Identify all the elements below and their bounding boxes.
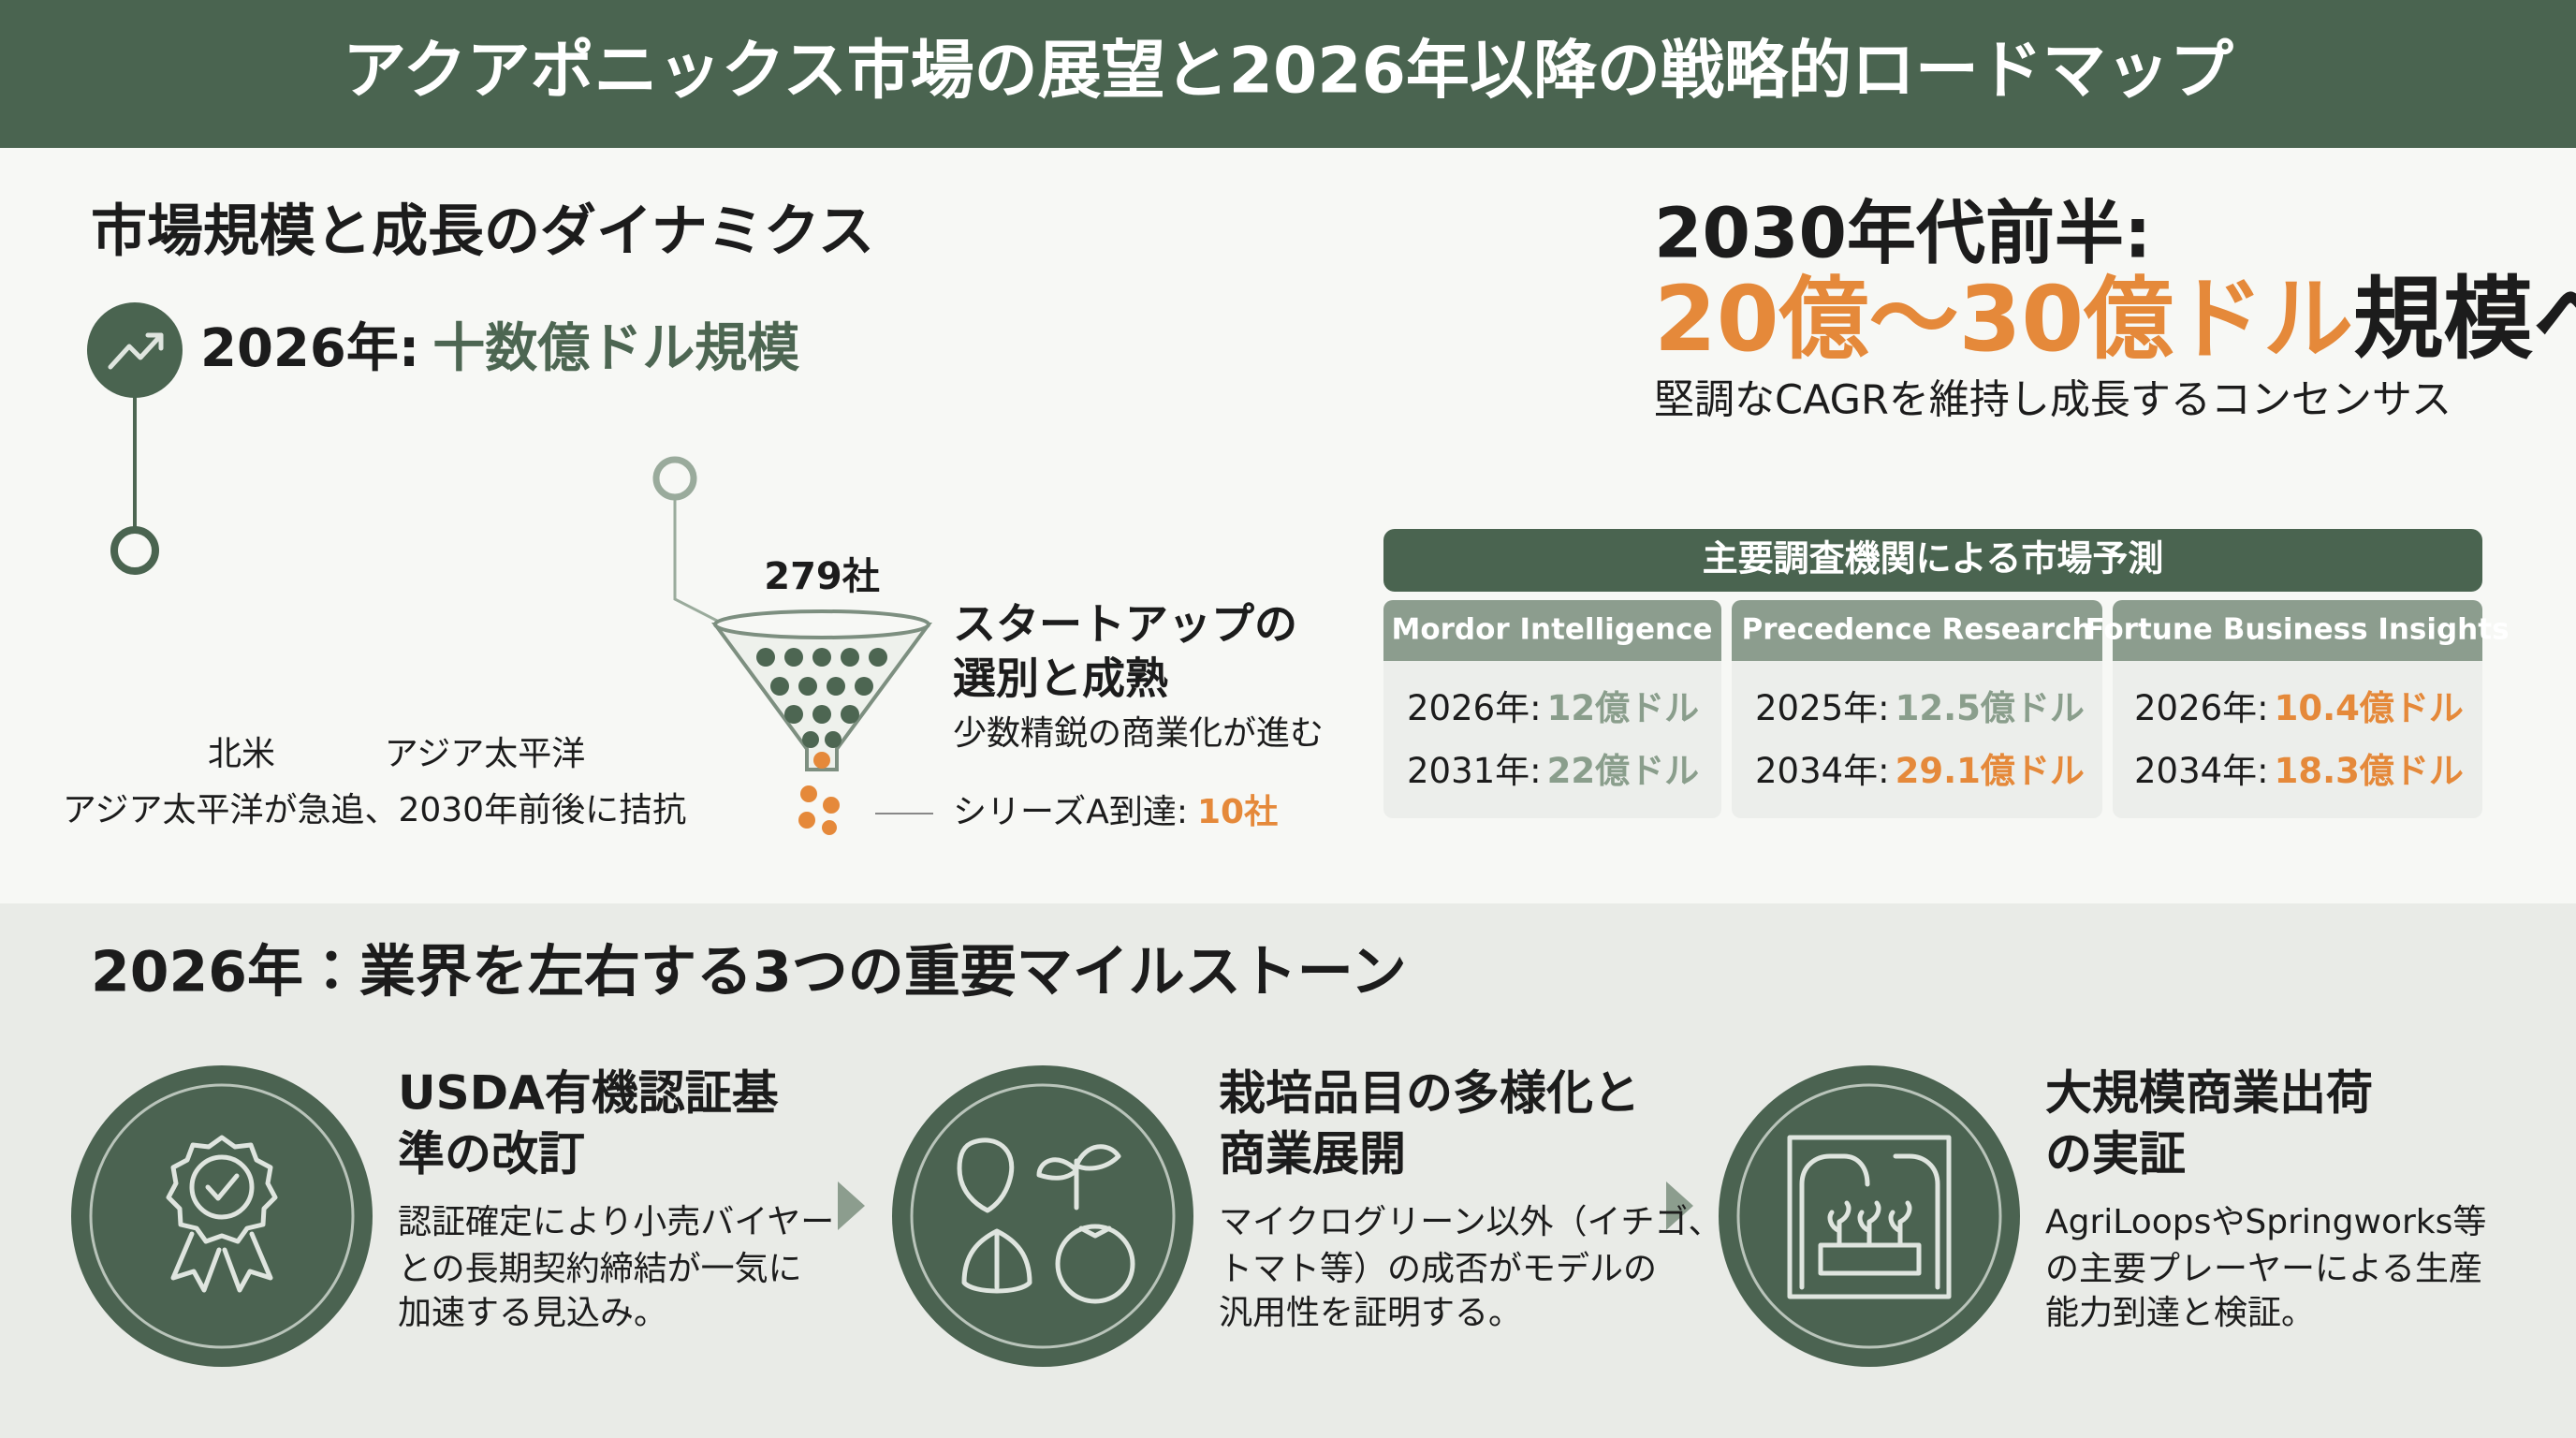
outlook-period: 2030年代前半: (1654, 194, 2152, 274)
row-value: 10.4億ドル (2275, 688, 2464, 728)
row-label: 2026年: (1407, 688, 1542, 728)
funnel-subtitle: 少数精鋭の商業化が進む (953, 714, 1324, 753)
forecast-row: 2034年: 29.1億ドル (1755, 751, 2085, 791)
milestone-title: 準の改訂 (398, 1127, 585, 1181)
timeline-node (110, 526, 159, 575)
milestone-icon (892, 1065, 1193, 1367)
forecast-row: 2034年: 18.3億ドル (2134, 751, 2464, 791)
row-label: 2031年: (1407, 751, 1542, 791)
series-a-value: 10社 (1197, 793, 1278, 831)
funnel-output (798, 752, 840, 835)
series-a: シリーズA到達: 10社 (953, 793, 1278, 831)
forecast-header (1383, 529, 2482, 592)
source-name: Fortune Business Insights (2085, 613, 2509, 647)
milestone-description: マイクログリーン以外（イチゴ、 (1219, 1203, 1721, 1241)
milestone-title: 栽培品目の多様化と (1219, 1066, 1640, 1121)
region-label: 北米 (208, 735, 275, 773)
funnel-title: スタートアップの (953, 599, 1297, 650)
trend-arrow (108, 332, 164, 370)
row-label: 2034年: (1755, 751, 1890, 791)
milestone-description: 能力到達と検証。 (2045, 1294, 2315, 1332)
market-2026: 2026年: 十数億ドル規模 (200, 318, 799, 379)
funnel-count: 279社 (764, 555, 880, 598)
milestone-icon (1719, 1065, 2020, 1367)
milestone-title: 商業展開 (1219, 1127, 1406, 1181)
forecast-card: Fortune Business Insights 2026年: 10.4億ドル … (2085, 600, 2510, 818)
milestone-title: USDA有機認証基 (398, 1066, 779, 1121)
row-label: 2026年: (2134, 688, 2269, 728)
milestone-description: 加速する見込み。 (398, 1294, 667, 1332)
range-value: 20億〜30億ドル (1654, 267, 2353, 372)
forecast-card: Precedence Research 2025年: 12.5億ドル 2034年:… (1732, 600, 2102, 818)
milestone-description: の主要プレーヤーによる生産 (2045, 1250, 2482, 1288)
milestone-description: 汎用性を証明する。 (1219, 1294, 1522, 1332)
milestone-description: トマト等）の成否がモデルの (1219, 1250, 1657, 1288)
forecast-row: 2025年: 12.5億ドル (1755, 688, 2085, 728)
region-label: アジア太平洋 (385, 735, 586, 773)
funnel-node (652, 456, 697, 501)
series-a-label: シリーズA到達: (953, 793, 1188, 831)
milestone-arrow (838, 1181, 865, 1230)
milestones-title: 2026年：業界を左右する3つの重要マイルストーン (91, 940, 1407, 1005)
source-name: Mordor Intelligence (1391, 613, 1712, 647)
milestone-icon (71, 1065, 373, 1367)
row-value: 18.3億ドル (2275, 751, 2464, 791)
row-label: 2025年: (1755, 688, 1890, 728)
forecast-title: 主要調査機関による市場予測 (1703, 538, 2164, 580)
source-name: Precedence Research (1742, 613, 2093, 647)
row-value: 29.1億ドル (1895, 751, 2085, 791)
bottom-section (0, 903, 2576, 1438)
year-label: 2026年: (200, 318, 419, 379)
funnel-connector (673, 499, 722, 624)
forecast-card: Mordor Intelligence 2026年: 12億ドル 2031年: 22… (1383, 600, 1721, 818)
region-note: アジア太平洋が急追、2030年前後に拮抗 (63, 791, 686, 829)
milestone-description: AgriLoopsやSpringworks等 (2045, 1203, 2486, 1241)
card-header (2113, 600, 2482, 661)
funnel-title: 選別と成熟 (953, 653, 1168, 704)
row-value: 12.5億ドル (1895, 688, 2085, 728)
milestone-arrow (1666, 1181, 1693, 1230)
row-value: 22億ドル (1547, 751, 1700, 791)
milestone-description: 認証確定により小売バイヤー (398, 1203, 834, 1241)
funnel-rim (713, 609, 930, 639)
section-heading: 市場規模と成長のダイナミクス (91, 199, 874, 265)
forecast-row: 2026年: 12億ドル (1407, 688, 1699, 728)
year-value: 十数億ドル規模 (432, 318, 799, 379)
card-header (1732, 600, 2102, 661)
milestone-title: 大規模商業出荷 (2045, 1066, 2373, 1121)
forecast-row: 2026年: 10.4億ドル (2134, 688, 2464, 728)
forecast-row: 2031年: 22億ドル (1407, 751, 1699, 791)
page-title: アクアポニックス市場の展望と2026年以降の戦略的ロードマップ (343, 35, 2233, 109)
row-label: 2034年: (2134, 751, 2269, 791)
milestone-description: との長期契約締結が一気に (398, 1250, 802, 1288)
range-suffix: 規模へ (2353, 267, 2576, 372)
row-value: 12億ドル (1547, 688, 1700, 728)
card-header (1383, 600, 1721, 661)
trend-arrow-head (145, 332, 164, 351)
milestone-title: の実証 (2045, 1127, 2186, 1181)
header-bar (0, 0, 2576, 148)
outlook-note: 堅調なCAGRを維持し成長するコンセンサス (1654, 377, 2452, 424)
outlook-range: 20億〜30億ドル規模へ (1654, 267, 2576, 372)
funnel-dots (756, 648, 887, 748)
